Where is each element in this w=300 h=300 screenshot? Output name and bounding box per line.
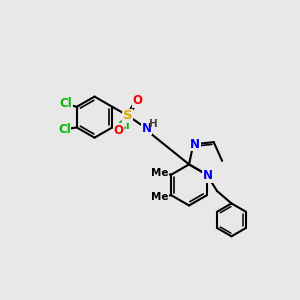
Text: O: O: [113, 124, 124, 137]
Text: Me: Me: [151, 192, 169, 202]
Text: N: N: [203, 169, 213, 182]
Text: H: H: [149, 119, 158, 129]
Text: S: S: [123, 110, 133, 122]
Text: Cl: Cl: [117, 119, 130, 132]
Text: O: O: [132, 94, 142, 107]
Text: Me: Me: [151, 168, 169, 178]
Text: N: N: [190, 138, 200, 151]
Text: Cl: Cl: [60, 98, 72, 110]
Text: Cl: Cl: [58, 123, 71, 136]
Text: N: N: [141, 122, 152, 135]
